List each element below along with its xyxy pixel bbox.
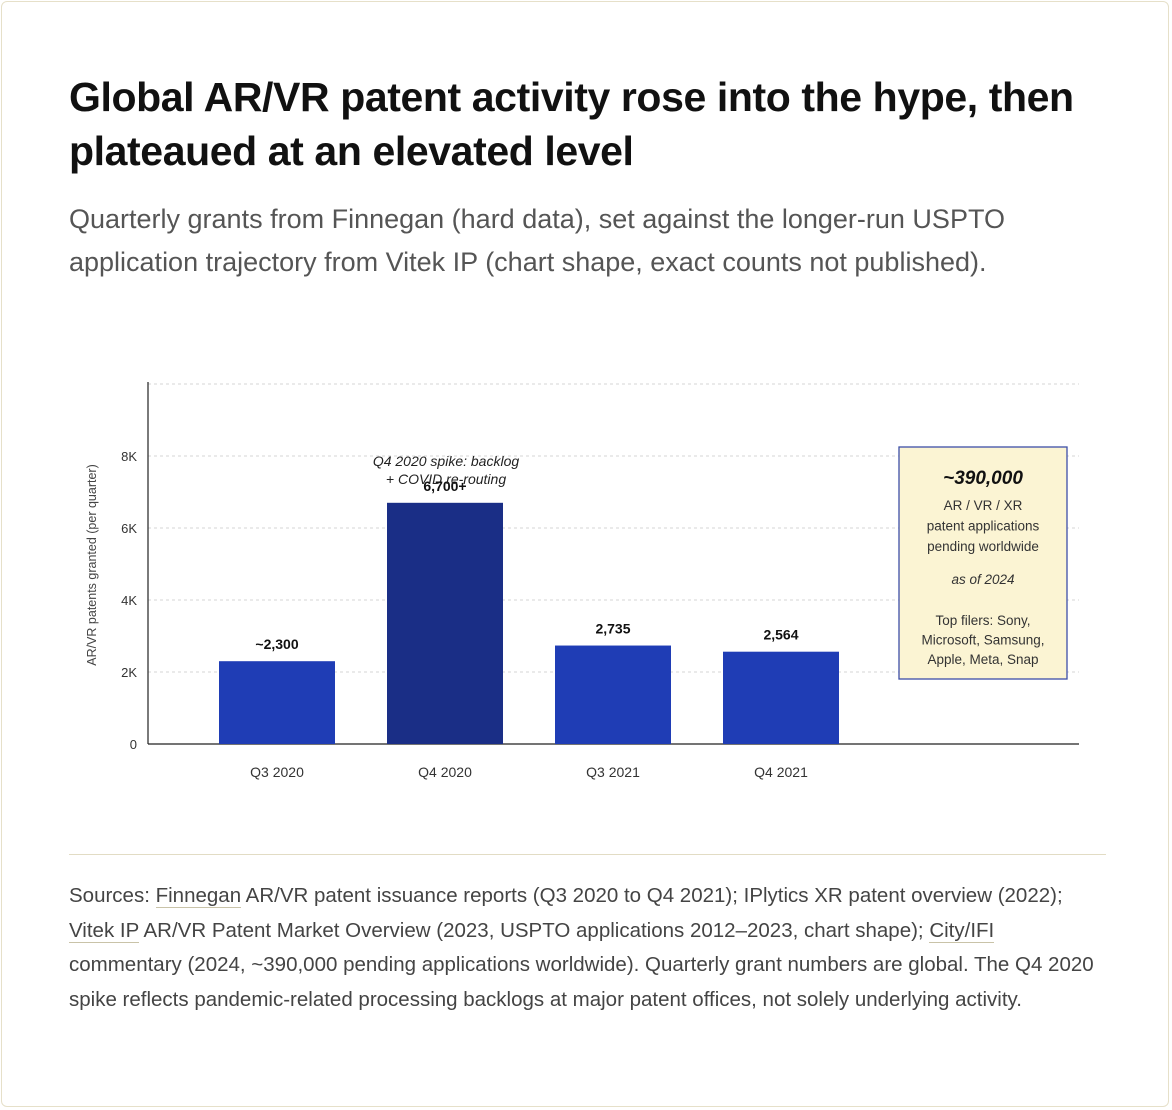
bar-value-label: 6,700+	[423, 478, 466, 494]
x-tick-label: Q3 2020	[250, 764, 304, 780]
callout-text: AR / VR / XR	[944, 498, 1023, 513]
bar-value-label: 2,564	[763, 627, 798, 643]
bar	[723, 651, 839, 744]
y-tick-label: 2K	[121, 665, 137, 680]
bar	[219, 661, 335, 744]
callout-text: patent applications	[927, 519, 1040, 534]
y-tick-label: 4K	[121, 593, 137, 608]
bar-value-label: 2,735	[595, 621, 630, 637]
x-tick-label: Q4 2021	[754, 764, 808, 780]
sources-text-3: commentary (2024, ~390,000 pending appli…	[69, 953, 1094, 1011]
callout-filers: Microsoft, Samsung,	[921, 633, 1044, 648]
page-title: Global AR/VR patent activity rose into t…	[69, 74, 1074, 174]
sources-text-2: AR/VR Patent Market Overview (2023, USPT…	[138, 918, 930, 942]
callout-filers: Apple, Meta, Snap	[927, 652, 1038, 667]
bar-chart: 0 2K 4K 6K 8K AR/VR patents granted (per quar…	[85, 382, 1079, 780]
callout-box	[898, 446, 1068, 680]
x-tick-label: Q4 2020	[418, 764, 472, 780]
source-link-city-ifi[interactable]: City/IFI	[929, 918, 995, 943]
callout-filers: Top filers: Sony,	[935, 613, 1030, 628]
spike-annotation: Q4 2020 spike: backlog	[373, 453, 520, 469]
bar	[555, 645, 671, 744]
sources-note: Sources: Finnegan AR/VR patent issuance …	[69, 879, 1109, 1017]
y-tick-label: 6K	[121, 521, 137, 536]
spike-annotation: + COVID re-routing	[386, 471, 506, 487]
bar	[387, 502, 503, 744]
sources-text-1: AR/VR patent issuance reports (Q3 2020 t…	[241, 884, 1063, 907]
callout-text: pending worldwide	[927, 539, 1039, 554]
divider	[69, 854, 1106, 855]
x-tick-label: Q3 2021	[586, 764, 640, 780]
y-tick-label: 8K	[121, 449, 137, 464]
subtitle: Quarterly grants from Finnegan (hard dat…	[69, 204, 1005, 277]
callout-date: as of 2024	[951, 572, 1014, 587]
source-link-vitek-ip[interactable]: Vitek IP	[69, 918, 139, 943]
sources-prefix: Sources:	[69, 884, 156, 907]
callout-headline: ~390,000	[943, 468, 1023, 489]
y-axis-label: AR/VR patents granted (per quarter)	[85, 464, 99, 666]
bar-value-label: ~2,300	[255, 636, 298, 652]
source-link-finnegan[interactable]: Finnegan	[155, 884, 242, 908]
y-tick-label: 0	[130, 737, 137, 752]
